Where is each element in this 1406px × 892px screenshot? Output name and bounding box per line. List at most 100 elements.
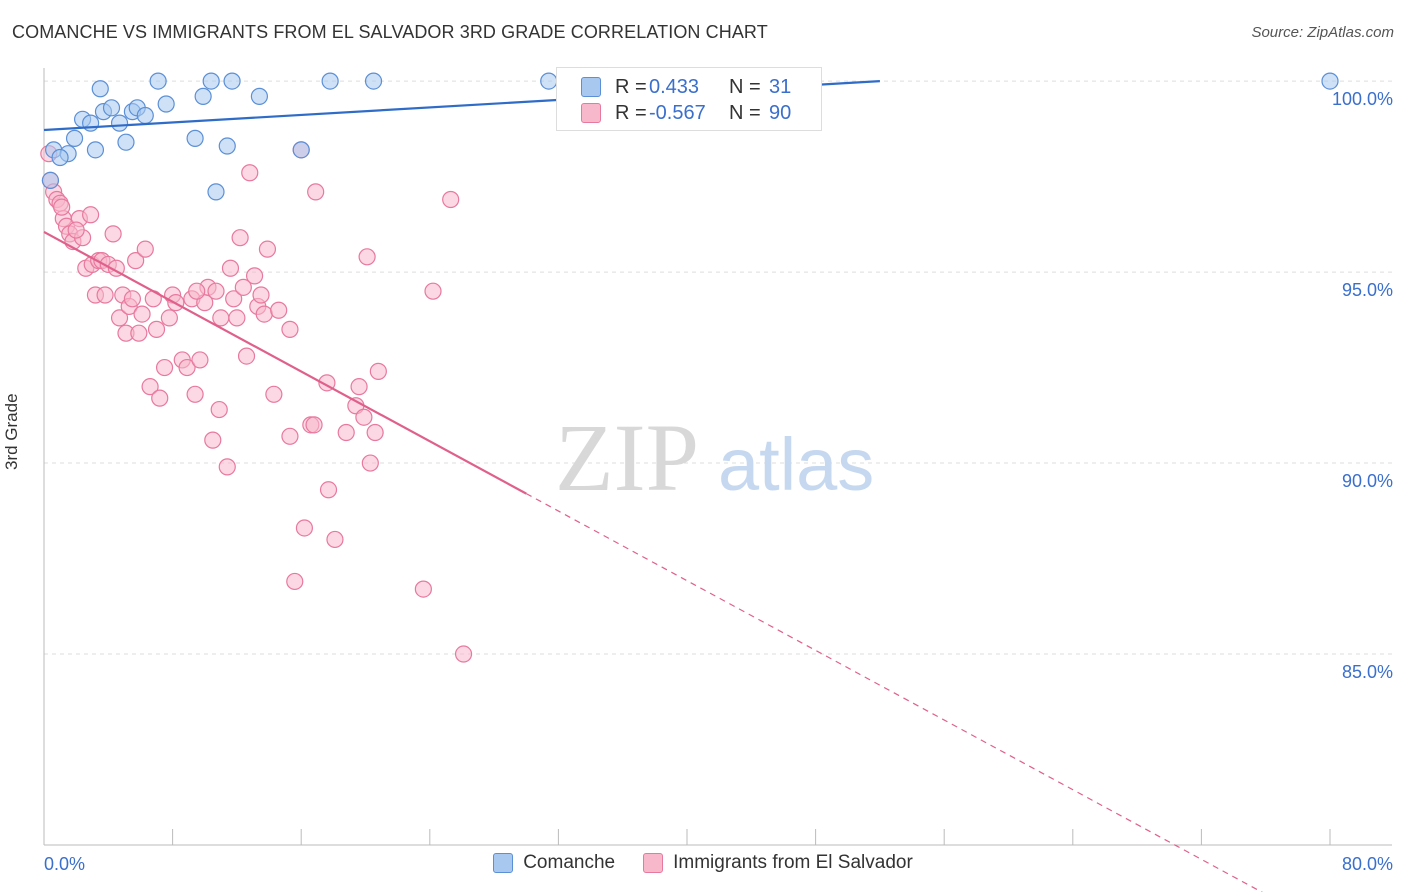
elsalvador-point bbox=[210, 400, 228, 419]
elsalvador-point bbox=[414, 580, 432, 598]
legend-row-comanche: R = 0.433 N = 31 bbox=[557, 74, 791, 100]
comanche-point bbox=[250, 87, 269, 105]
elsalvador-point bbox=[286, 572, 304, 591]
elsalvador-point bbox=[305, 416, 323, 434]
elsalvador-point bbox=[258, 240, 277, 258]
source-label: Source: ZipAtlas.com bbox=[1251, 24, 1394, 41]
comanche-point bbox=[1321, 72, 1339, 90]
elsalvador-point bbox=[231, 229, 249, 247]
comanche-point bbox=[51, 148, 69, 167]
elsalvador-point bbox=[265, 385, 283, 403]
comanche-point bbox=[91, 80, 109, 98]
comanche-point bbox=[65, 129, 84, 147]
comanche-point bbox=[194, 87, 212, 105]
elsalvador-point bbox=[127, 252, 145, 270]
elsalvador-point bbox=[104, 225, 122, 243]
x-tick-label: 0.0% bbox=[44, 854, 85, 874]
elsalvador-point bbox=[281, 427, 299, 445]
y-tick-label: 95.0% bbox=[1342, 280, 1393, 300]
elsalvador-point bbox=[110, 309, 129, 327]
comanche-point bbox=[186, 129, 204, 147]
comanche-point bbox=[218, 137, 236, 155]
axis-layer: 100.0% 95.0% 90.0% 85.0% 0.0% 80.0% bbox=[43, 68, 1393, 874]
elsalvador-point bbox=[442, 190, 460, 209]
elsalvador-point bbox=[207, 282, 225, 300]
elsalvador-point bbox=[53, 198, 71, 216]
elsalvador-point bbox=[212, 309, 230, 327]
elsalvador-legend-swatch bbox=[643, 853, 664, 873]
elsalvador-point bbox=[155, 358, 174, 377]
elsalvador-point bbox=[123, 290, 142, 308]
elsalvador-point bbox=[295, 519, 314, 537]
legend-item-elsalvador[interactable]: Immigrants from El Salvador bbox=[643, 852, 913, 874]
comanche-point bbox=[136, 106, 154, 125]
n-label: N = bbox=[729, 101, 761, 124]
comanche-point bbox=[540, 72, 558, 90]
comanche-point bbox=[207, 183, 225, 201]
elsalvador-point bbox=[350, 378, 368, 396]
y-tick-label: 100.0% bbox=[1332, 89, 1393, 109]
comanche-point bbox=[149, 72, 167, 90]
elsalvador-point bbox=[218, 458, 236, 476]
comanche-point bbox=[82, 114, 100, 132]
watermark-atlas: atlas bbox=[718, 423, 874, 506]
r-label: R = bbox=[615, 75, 647, 98]
y-tick-label: 90.0% bbox=[1342, 471, 1393, 491]
comanche-point bbox=[102, 99, 121, 117]
elsalvador-n-value: 90 bbox=[769, 101, 792, 124]
elsalvador-point bbox=[307, 183, 325, 201]
elsalvador-point bbox=[96, 286, 114, 304]
comanche-point bbox=[223, 72, 241, 90]
comanche-point bbox=[321, 72, 339, 90]
comanche-r-value: 0.433 bbox=[649, 75, 700, 98]
elsalvador-point bbox=[319, 481, 338, 499]
comanche-swatch bbox=[581, 77, 601, 97]
comanche-point bbox=[202, 72, 220, 90]
elsalvador-point bbox=[245, 267, 264, 285]
elsalvador-point bbox=[221, 259, 240, 277]
comanche-point bbox=[117, 133, 135, 151]
elsalvador-point bbox=[255, 305, 273, 323]
elsalvador-point bbox=[133, 305, 151, 323]
elsalvador-point bbox=[67, 221, 85, 239]
x-tick-label: 80.0% bbox=[1342, 854, 1393, 874]
elsalvador-point bbox=[369, 362, 387, 380]
elsalvador-point bbox=[228, 309, 246, 327]
elsalvador-point bbox=[136, 240, 154, 258]
elsalvador-point bbox=[234, 278, 252, 296]
elsalvador-point bbox=[281, 320, 299, 338]
elsalvador-point bbox=[225, 290, 243, 308]
comanche-point bbox=[364, 72, 383, 90]
elsalvador-point bbox=[361, 454, 379, 472]
elsalvador-trend-extension bbox=[525, 493, 1263, 892]
elsalvador-point bbox=[326, 530, 344, 549]
elsalvador-point bbox=[82, 206, 100, 224]
elsalvador-point bbox=[130, 324, 148, 342]
comanche-point bbox=[86, 141, 105, 159]
elsalvador-point bbox=[204, 431, 222, 449]
elsalvador-point bbox=[366, 423, 384, 442]
elsalvador-point bbox=[178, 358, 196, 377]
legend-item-comanche[interactable]: Comanche bbox=[493, 852, 615, 874]
series-legend: Comanche Immigrants from El Salvador bbox=[0, 852, 1406, 874]
elsalvador-point bbox=[160, 309, 178, 327]
watermark-zip: ZIP bbox=[555, 404, 699, 511]
elsalvador-point bbox=[270, 301, 288, 319]
elsalvador-legend-label: Immigrants from El Salvador bbox=[673, 852, 913, 873]
comanche-point bbox=[41, 171, 60, 190]
y-tick-label: 85.0% bbox=[1342, 662, 1393, 682]
elsalvador-point bbox=[186, 385, 204, 403]
elsalvador-point bbox=[424, 282, 442, 300]
n-label: N = bbox=[729, 75, 761, 98]
elsalvador-point bbox=[252, 286, 270, 304]
r-label: R = bbox=[615, 101, 647, 124]
elsalvador-point bbox=[237, 347, 256, 365]
watermark: ZIP atlas bbox=[555, 404, 874, 511]
elsalvador-swatch bbox=[581, 103, 601, 123]
chart-title: COMANCHE VS IMMIGRANTS FROM EL SALVADOR … bbox=[12, 22, 768, 42]
elsalvador-point bbox=[355, 408, 373, 426]
elsalvador-point bbox=[151, 389, 169, 407]
elsalvador-point bbox=[191, 351, 209, 369]
elsalvador-r-value: -0.567 bbox=[649, 101, 706, 124]
